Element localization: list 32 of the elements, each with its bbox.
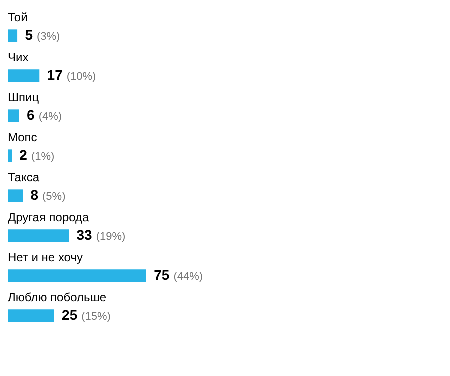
data-label: 6 (27, 106, 36, 123)
bar (8, 150, 12, 162)
data-label: 2 (20, 146, 28, 163)
annotation: (1%) (31, 151, 55, 164)
bar (8, 310, 54, 322)
y-tick-label: Мопс (8, 130, 38, 144)
y-tick-label: Другая порода (8, 210, 90, 224)
annotation: (3%) (36, 31, 60, 44)
bar (8, 270, 146, 282)
annotation: (4%) (38, 111, 62, 124)
y-tick-label: Люблю побольше (8, 290, 107, 304)
bar (8, 190, 24, 202)
annotation: (10%) (66, 71, 96, 84)
y-tick-label: Той (8, 10, 28, 24)
bar (8, 230, 70, 242)
bar (8, 30, 18, 42)
data-label: 17 (47, 66, 64, 83)
data-label: 33 (76, 226, 93, 243)
annotation: (5%) (42, 191, 66, 204)
y-tick-label: Чих (8, 50, 29, 64)
bar (8, 70, 40, 82)
data-label: 25 (62, 306, 78, 323)
y-tick-label: Нет и не хочу (8, 250, 83, 264)
annotation: (44%) (174, 271, 204, 284)
data-label: 8 (30, 186, 39, 203)
bar (8, 110, 20, 122)
y-tick-label: Такса (8, 170, 40, 184)
annotation: (15%) (82, 311, 111, 324)
data-label: 75 (154, 266, 170, 283)
data-label: 5 (25, 26, 34, 43)
annotation: (19%) (96, 231, 126, 244)
y-tick-label: Шпиц (8, 90, 40, 104)
